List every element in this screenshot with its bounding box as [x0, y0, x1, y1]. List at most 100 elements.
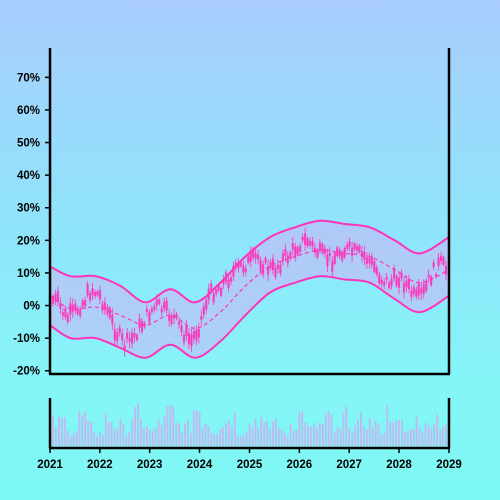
volume-bar: [169, 404, 172, 446]
volume-bar: [63, 417, 66, 446]
candle-body: [212, 293, 215, 303]
volume-bar: [219, 429, 222, 446]
candle-body: [410, 290, 413, 297]
volume-bar: [318, 422, 321, 446]
y-tick-label: 50%: [17, 138, 40, 150]
volume-bar: [333, 432, 336, 446]
candle-body: [400, 272, 403, 279]
candle-body: [121, 333, 124, 341]
candle-body: [76, 308, 79, 314]
lower-band-line: [49, 275, 450, 359]
candle-body: [71, 304, 74, 312]
volume-bar: [172, 406, 175, 446]
volume-bar: [222, 427, 225, 446]
candle-body: [237, 261, 240, 269]
volume-bar: [251, 428, 254, 446]
candle-body: [227, 279, 230, 288]
volume-bar: [339, 428, 342, 446]
volume-bar: [231, 425, 233, 446]
candle-body: [417, 283, 420, 296]
candle-body: [130, 332, 134, 344]
candle-body: [229, 277, 233, 283]
candle-body: [123, 345, 126, 351]
candle-body: [383, 281, 386, 286]
x-tick-label: 2028: [386, 459, 412, 471]
y-tick-label: 0%: [23, 301, 40, 313]
volume-bar: [324, 413, 327, 446]
volume-bar: [269, 428, 271, 446]
candle-body: [368, 257, 371, 264]
volume-bar: [304, 422, 307, 446]
candle-body: [336, 247, 339, 256]
volume-bar: [163, 415, 166, 446]
volume-bar: [421, 432, 424, 446]
candle-body: [348, 241, 351, 247]
candle-body: [326, 254, 329, 267]
candle-body: [261, 264, 265, 275]
x-tick-label: 2025: [237, 459, 263, 471]
candle-body: [407, 278, 411, 290]
candle-body: [306, 238, 309, 247]
candle-body: [279, 264, 282, 274]
candle-body: [259, 259, 262, 272]
volume-bar: [52, 415, 54, 446]
y-tick-label: 70%: [17, 72, 40, 84]
candle-body: [108, 308, 111, 318]
candle-body: [323, 248, 326, 255]
volume-bar: [292, 430, 295, 446]
y-tick-label: 30%: [17, 203, 40, 215]
candle-body: [180, 325, 183, 332]
volume-bar: [321, 424, 324, 446]
volume-bar: [128, 431, 131, 446]
volume-bar: [228, 420, 230, 446]
candle-body: [168, 314, 171, 321]
volume-bar: [99, 431, 101, 446]
volume-bar: [57, 416, 60, 446]
candle-body: [56, 290, 60, 302]
candle-body: [61, 312, 64, 316]
volume-bar: [354, 425, 356, 446]
candle-body: [392, 268, 396, 279]
volume-bar: [96, 436, 98, 446]
moving-average-line: [49, 249, 450, 330]
candle-body: [308, 240, 312, 246]
candle-body: [158, 299, 161, 304]
candle-body: [321, 244, 324, 253]
candle-body: [358, 245, 361, 252]
candle-body: [341, 252, 344, 261]
candle-body: [232, 265, 235, 277]
volume-bar: [424, 422, 427, 446]
volume-bar: [351, 433, 354, 446]
volume-bar: [330, 414, 333, 446]
candle-body: [244, 268, 247, 273]
candle-body: [318, 242, 322, 251]
volume-bar: [277, 427, 280, 446]
candle-body: [126, 332, 129, 339]
volume-bar: [198, 412, 201, 446]
candle-body: [234, 262, 238, 267]
volume-bar: [216, 433, 219, 446]
candle-body: [165, 300, 168, 311]
x-tick-label: 2022: [87, 459, 113, 471]
candle-body: [113, 329, 116, 341]
volume-bar: [160, 425, 163, 446]
x-tick-label: 2023: [137, 459, 163, 471]
volume-bar: [392, 422, 395, 446]
volume-bar: [189, 432, 192, 446]
candle-body: [390, 278, 393, 286]
volume-bar: [187, 420, 189, 446]
volume-bar: [371, 427, 374, 446]
volume-bar: [84, 410, 87, 446]
candle-body: [264, 257, 267, 263]
candle-body: [175, 314, 178, 318]
volume-bar: [418, 427, 421, 446]
volume-bar: [345, 406, 348, 446]
candle-body: [304, 233, 307, 246]
candle-body: [219, 287, 223, 296]
volume-bar: [134, 407, 137, 446]
volume-bar: [151, 430, 154, 446]
volume-bar: [327, 410, 330, 446]
candle-body: [190, 334, 193, 347]
candle-body: [138, 318, 141, 328]
volume-bar: [254, 418, 257, 446]
